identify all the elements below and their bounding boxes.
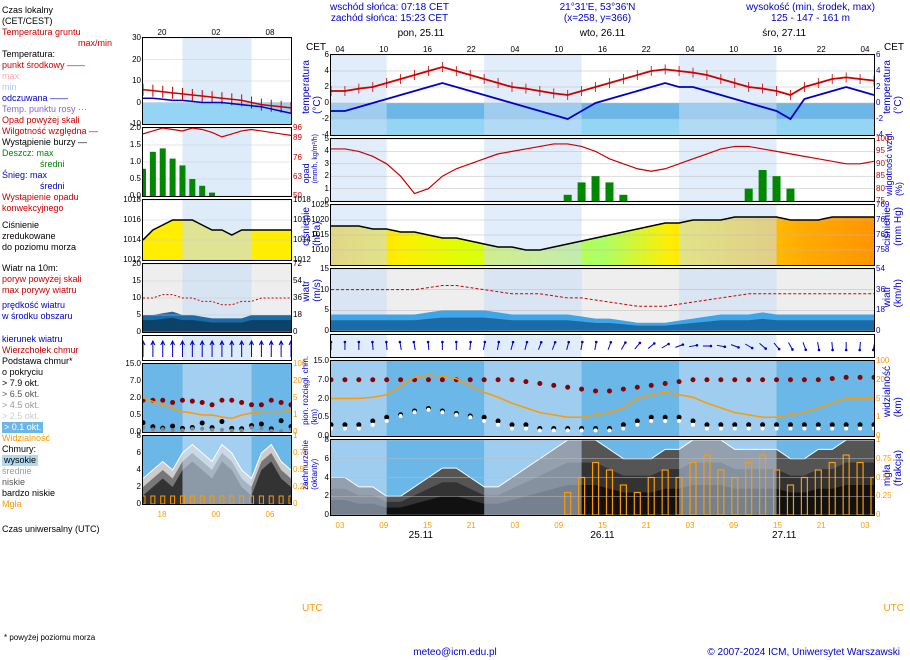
svg-text:21: 21 — [642, 521, 651, 530]
big-chart-pressure — [331, 205, 874, 265]
big-charts: 04101622041016220410162204 temperatura(°… — [330, 42, 875, 542]
small-chart-pressure — [143, 200, 291, 260]
svg-text:22: 22 — [642, 45, 651, 54]
svg-text:20: 20 — [158, 28, 167, 37]
svg-text:21: 21 — [817, 521, 826, 530]
axt-vis-r: widzialność(km) — [882, 366, 904, 417]
svg-text:03: 03 — [336, 521, 345, 530]
hdr-grid: (x=258, y=366) — [560, 13, 636, 24]
axt-press-l: ciśnienie(hPa) — [301, 207, 323, 246]
svg-text:00: 00 — [212, 510, 221, 519]
axt-press-r: ciśnienie(mm Hg) — [882, 207, 904, 246]
svg-text:09: 09 — [554, 521, 563, 530]
footer: meteo@icm.edu.pl © 2007-2024 ICM, Uniwer… — [0, 647, 910, 658]
footer-email: meteo@icm.edu.pl — [413, 647, 497, 658]
hdr-alt-vals: 125 - 147 - 161 m — [746, 13, 875, 24]
big-hours-axis-bot: 03 09 15 21 03 09 15 21 03 09 15 21 03 — [330, 518, 875, 530]
svg-text:16: 16 — [773, 45, 782, 54]
svg-text:10: 10 — [379, 45, 388, 54]
svg-text:09: 09 — [729, 521, 738, 530]
svg-text:09: 09 — [379, 521, 388, 530]
svg-text:16: 16 — [423, 45, 432, 54]
legend-ctop: Wierzchołek chmur — [2, 345, 142, 356]
hdr-sunset: zachód słońca: 15:23 CET — [330, 13, 449, 24]
hdr-sunrise: wschód słońca: 07:18 CET — [330, 2, 449, 13]
legend-utc: Czas uniwersalny (UTC) — [2, 524, 142, 535]
hdr-coords: 21°31'E, 53°36'N — [560, 2, 636, 13]
small-charts: 200208 -100102030-100102030 0.00.51.01.5… — [142, 25, 292, 519]
svg-text:04: 04 — [861, 45, 870, 54]
svg-text:04: 04 — [336, 45, 345, 54]
svg-text:03: 03 — [686, 521, 695, 530]
small-chart-temperature — [143, 38, 291, 124]
svg-text:03: 03 — [861, 521, 870, 530]
legend-c01: > 0.1 okt. — [2, 422, 43, 433]
svg-text:08: 08 — [266, 28, 275, 37]
svg-text:21: 21 — [467, 521, 476, 530]
utc-label-left: UTC — [302, 603, 323, 614]
legend-tz: (CET/CEST) — [2, 16, 142, 27]
big-chart-cloud — [331, 361, 874, 436]
days-row: pon, 25.11wto, 26.11śro, 27.11 — [330, 28, 875, 40]
small-chart-wind — [143, 264, 291, 332]
svg-text:18: 18 — [158, 510, 167, 519]
legend-conv2: konwekcyjnego — [2, 203, 142, 214]
days-row-utc: 25.1126.1127.11 — [330, 530, 875, 542]
big-chart-winddir — [331, 335, 874, 357]
svg-text:15: 15 — [773, 521, 782, 530]
footnote: * powyżej poziomu morza — [4, 633, 95, 642]
footer-copyright: © 2007-2024 ICM, Uniwersytet Warszawski — [707, 647, 900, 658]
svg-text:16: 16 — [598, 45, 607, 54]
legend-local-time: Czas lokalny — [2, 5, 142, 16]
small-chart-winddir — [143, 336, 291, 360]
big-hours-axis-top: 04 10 16 22 04 10 16 22 04 10 16 22 04 — [330, 42, 875, 54]
svg-text:02: 02 — [212, 28, 221, 37]
big-chart-temperature — [331, 55, 874, 135]
legend-high: wysokie — [2, 455, 38, 466]
svg-text:04: 04 — [686, 45, 695, 54]
small-chart-cloud — [143, 364, 291, 432]
utc-label-right: UTC — [883, 603, 904, 614]
big-chart-cloudiness — [331, 440, 874, 515]
big-chart-precipitation — [331, 139, 874, 201]
svg-text:06: 06 — [266, 510, 275, 519]
axt-cloudiness-l: zachmurzenie(oktanty) — [301, 440, 319, 490]
svg-text:15: 15 — [423, 521, 432, 530]
small-hours-axis-bot: 18 00 06 — [142, 507, 292, 519]
svg-text:15: 15 — [598, 521, 607, 530]
svg-text:22: 22 — [817, 45, 826, 54]
big-chart-wind — [331, 269, 874, 331]
svg-text:10: 10 — [554, 45, 563, 54]
small-hours-axis-top: 20 02 08 — [142, 25, 292, 37]
small-chart-precipitation — [143, 128, 291, 196]
svg-text:04: 04 — [511, 45, 520, 54]
small-chart-cloudiness — [143, 436, 291, 504]
svg-text:10: 10 — [729, 45, 738, 54]
svg-text:22: 22 — [467, 45, 476, 54]
hdr-alt-label: wysokość (min, środek, max) — [746, 2, 875, 13]
svg-text:03: 03 — [511, 521, 520, 530]
header-row: wschód słońca: 07:18 CET zachód słońca: … — [330, 2, 875, 24]
